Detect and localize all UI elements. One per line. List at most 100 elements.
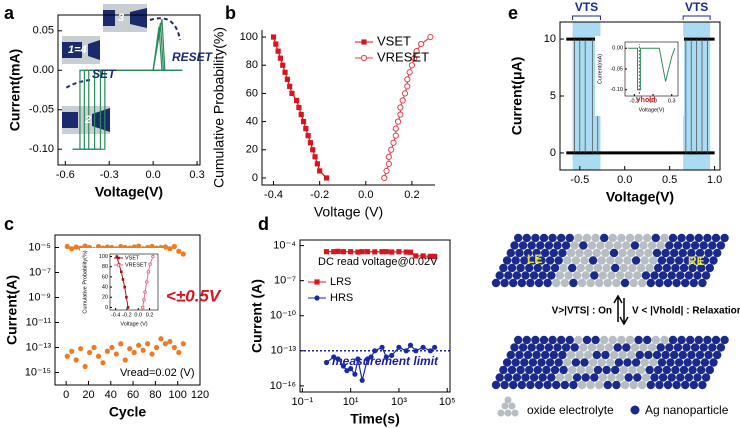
ag-particle — [704, 350, 713, 360]
ag-particle — [612, 380, 621, 390]
oxide-particle — [622, 241, 631, 250]
oxide-particle — [585, 365, 594, 375]
ag-particle — [559, 365, 568, 375]
oxide-particle — [609, 350, 619, 360]
marker — [383, 167, 390, 175]
x-tick-label: 0 — [63, 389, 69, 401]
marker — [427, 33, 434, 41]
legend-label: VSET — [125, 255, 140, 261]
ag-particle — [689, 380, 698, 390]
oxide-particle — [576, 263, 585, 273]
ag-particle — [613, 343, 622, 352]
ag-particle — [655, 278, 664, 288]
oxide-particle — [595, 278, 604, 288]
x-tick-label: 0.3 — [189, 169, 204, 181]
ag-particle — [542, 263, 551, 273]
ag-particle — [662, 263, 671, 273]
ag-particle — [558, 248, 567, 258]
ag-particle — [581, 373, 590, 382]
marker — [359, 249, 365, 255]
y-tick-label: 10⁻⁴ — [273, 239, 296, 251]
marker — [394, 118, 402, 125]
ag-particle — [609, 248, 619, 258]
marker — [420, 344, 426, 350]
oxide-particle — [591, 233, 600, 243]
ag-particle — [550, 365, 560, 375]
oxide-particle — [582, 233, 592, 243]
y-tick-label: 10 — [544, 33, 556, 45]
ag-particle — [676, 373, 685, 382]
panel-label: c — [4, 214, 14, 234]
y-axis-label: Current(mA) — [7, 49, 23, 131]
oxide-particle — [649, 358, 658, 367]
ag-particle — [517, 380, 526, 390]
ag-particle — [545, 256, 555, 265]
oxide-particle — [577, 278, 587, 288]
ag-particle — [670, 350, 679, 360]
x-tick-label: 0.5 — [662, 174, 677, 186]
panel-label: d — [258, 214, 269, 234]
x-tick-label: 0.0 — [617, 174, 632, 186]
marker — [149, 243, 155, 250]
annotation: RESET — [172, 50, 214, 64]
ag-particle — [634, 335, 643, 345]
ag-particle — [641, 271, 651, 280]
ag-particle — [511, 256, 520, 265]
x-axis-label: Cycle — [109, 404, 147, 420]
ag-particle — [694, 335, 703, 345]
marker — [368, 354, 374, 360]
marker — [270, 34, 277, 40]
ag-particle — [529, 373, 539, 382]
y-tick-label: 80 — [246, 59, 258, 71]
ag-particle — [590, 373, 599, 382]
oxide-particle — [608, 233, 617, 243]
oxide-particle — [638, 380, 647, 390]
oxide-particle — [600, 335, 609, 345]
ag-particle — [552, 380, 561, 390]
x-tick-label: 10⁵ — [439, 396, 456, 408]
ag-particle — [568, 263, 577, 273]
ag-particle — [667, 271, 676, 280]
marker — [287, 83, 293, 89]
ag-particle — [631, 358, 641, 367]
ag-particle — [674, 358, 684, 367]
ag-particle — [698, 278, 707, 288]
ag-particle — [683, 358, 692, 367]
marker — [312, 154, 318, 160]
state-label: V>|VTS| : On — [552, 306, 612, 317]
oxide-particle — [628, 365, 637, 375]
ag-particle — [682, 343, 691, 352]
marker — [364, 249, 371, 255]
marker — [413, 348, 419, 354]
ag-particle — [661, 350, 670, 360]
ag-particle — [705, 365, 714, 375]
oxide-particle — [641, 373, 651, 382]
oxide-particle — [581, 271, 590, 280]
oxide-particle — [504, 396, 512, 404]
y-axis-label: Current(A) — [4, 275, 20, 345]
marker — [303, 126, 309, 132]
ag-particle — [579, 241, 588, 250]
arrows — [613, 294, 629, 326]
ag-particle — [668, 233, 678, 243]
oxide-particle — [634, 233, 643, 243]
ag-particle — [671, 263, 680, 273]
oxide-particle — [614, 256, 624, 265]
ag-particle — [644, 350, 653, 360]
marker — [277, 55, 284, 61]
marker — [121, 278, 125, 281]
ag-particle — [491, 278, 501, 288]
x-tick-label: -0.2 — [310, 189, 329, 201]
marker — [407, 249, 414, 255]
ag-particle — [690, 343, 700, 352]
ag-particle — [713, 248, 722, 258]
frame — [299, 239, 451, 393]
marker — [171, 344, 177, 351]
x-tick-label: 40 — [105, 389, 117, 401]
ag-particle — [670, 248, 679, 258]
ag-particle — [654, 263, 663, 273]
ag-particle — [553, 343, 562, 352]
marker — [432, 344, 438, 350]
marker — [176, 248, 182, 254]
oxide-particle — [619, 263, 628, 273]
